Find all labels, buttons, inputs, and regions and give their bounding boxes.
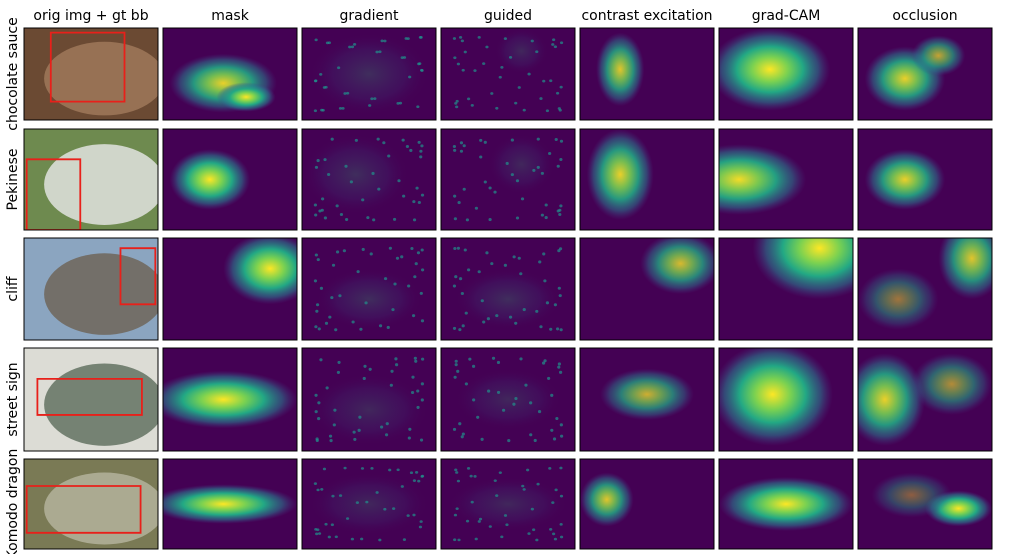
cell-border [440, 128, 576, 231]
cell-border [301, 128, 437, 231]
cell-border [718, 237, 854, 341]
cell-border [579, 237, 715, 341]
heatmap [580, 238, 714, 340]
gt-box [27, 486, 141, 533]
heatmap [441, 129, 575, 230]
photo [24, 459, 158, 549]
cell-border [301, 347, 437, 452]
heatmap [163, 348, 297, 451]
cell-border [23, 128, 159, 231]
heatmap [580, 129, 714, 230]
cell-border [162, 237, 298, 341]
cell-border [23, 347, 159, 452]
cell-border [857, 27, 993, 121]
heatmap [858, 348, 992, 451]
cell-border [579, 128, 715, 231]
heatmap [302, 129, 436, 230]
gt-box [120, 248, 155, 304]
row-label: Pekinese [5, 149, 21, 211]
cell-border [23, 237, 159, 341]
cell-border [718, 458, 854, 550]
cell-border [23, 458, 159, 550]
gt-box [51, 33, 125, 102]
heatmap [719, 348, 853, 451]
heatmap [441, 28, 575, 120]
row-label: cliff [5, 276, 21, 301]
cell-border [162, 128, 298, 231]
heatmap [858, 238, 992, 340]
cell-border [857, 128, 993, 231]
gt-box [27, 159, 81, 230]
heatmap [858, 28, 992, 120]
photo [24, 28, 158, 120]
cell-border [718, 128, 854, 231]
photo [24, 238, 158, 340]
cell-border [162, 347, 298, 452]
column-header: mask [211, 8, 250, 24]
heatmap [719, 459, 853, 549]
cell-border [579, 27, 715, 121]
column-header: contrast excitation [581, 8, 712, 24]
column-header: orig img + gt bb [33, 8, 148, 24]
cell-border [301, 237, 437, 341]
heatmap [858, 129, 992, 230]
heatmap [163, 238, 297, 340]
heatmap [302, 348, 436, 451]
photo [24, 129, 158, 230]
cell-border [440, 27, 576, 121]
cell-border [162, 458, 298, 550]
row-label: street sign [5, 362, 21, 436]
heatmap [580, 28, 714, 120]
heatmap [580, 348, 714, 451]
cell-border [440, 458, 576, 550]
heatmap [719, 129, 853, 230]
column-header: gradient [340, 8, 399, 24]
heatmap [441, 459, 575, 549]
heatmap [858, 459, 992, 549]
heatmap [441, 348, 575, 451]
heatmap [719, 28, 853, 120]
heatmap [163, 28, 297, 120]
heatmap [302, 238, 436, 340]
cell-border [162, 27, 298, 121]
heatmap [441, 238, 575, 340]
row-label: Komodo dragon [5, 449, 21, 554]
cell-border [440, 237, 576, 341]
heatmap [302, 459, 436, 549]
cell-border [23, 27, 159, 121]
cell-border [579, 458, 715, 550]
heatmap [163, 129, 297, 230]
cell-border [718, 347, 854, 452]
column-header: guided [484, 8, 532, 24]
gt-box [37, 379, 142, 415]
cell-border [857, 347, 993, 452]
cell-border [579, 347, 715, 452]
cell-border [718, 27, 854, 121]
cell-border [301, 27, 437, 121]
heatmap [719, 238, 853, 340]
column-header: grad-CAM [752, 8, 821, 24]
row-label: chocolate sauce [5, 17, 21, 130]
cell-border [857, 237, 993, 341]
cell-border [857, 458, 993, 550]
cell-border [440, 347, 576, 452]
heatmap [163, 459, 297, 549]
heatmap [580, 459, 714, 549]
cell-border [301, 458, 437, 550]
heatmap [302, 28, 436, 120]
photo [24, 348, 158, 451]
column-header: occlusion [892, 8, 957, 24]
